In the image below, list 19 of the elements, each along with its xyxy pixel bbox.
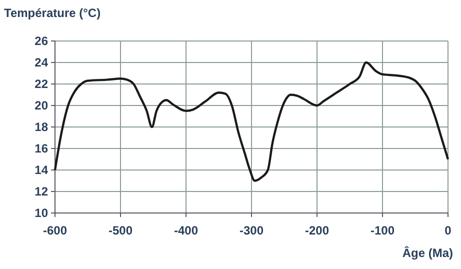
y-tick-label: 12 <box>34 184 48 198</box>
y-tick-label: 10 <box>34 206 48 220</box>
x-axis-title: Âge (Ma) <box>402 246 453 260</box>
y-tick-label: 26 <box>34 34 48 48</box>
y-axis-title: Température (°C) <box>4 6 101 20</box>
y-tick-label: 14 <box>34 162 48 177</box>
x-tick-label: -100 <box>370 223 395 238</box>
x-tick-label: -200 <box>304 223 330 238</box>
x-tick-label: -500 <box>108 223 133 238</box>
x-tick-label: -300 <box>239 223 264 238</box>
x-tick-label: -600 <box>42 223 68 238</box>
x-tick-label: -400 <box>174 223 198 238</box>
y-tick-label: 24 <box>34 55 48 70</box>
y-tick-label: 16 <box>34 141 48 156</box>
line-series <box>54 61 450 182</box>
y-tick-label: 20 <box>34 98 48 112</box>
x-tick-label: 0 <box>444 223 452 238</box>
y-tick-label: 18 <box>34 120 48 134</box>
y-tick-label: 22 <box>34 76 48 91</box>
